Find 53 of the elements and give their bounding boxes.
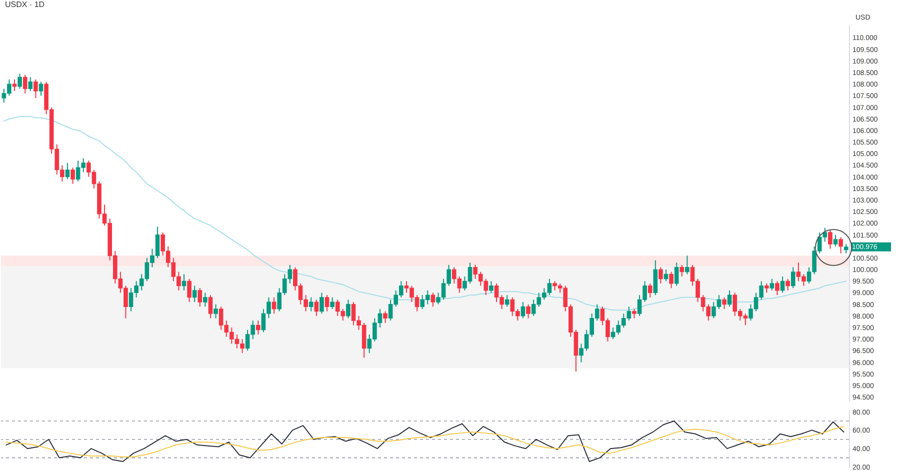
candlestick: [680, 264, 684, 278]
candlestick: [833, 234, 838, 247]
candlestick: [34, 78, 38, 99]
line-series: [6, 420, 844, 462]
candlestick: [214, 304, 218, 319]
candlestick: [430, 292, 436, 308]
candlestick: [330, 296, 334, 310]
candlestick: [775, 280, 780, 296]
candlestick: [198, 288, 202, 308]
candlestick: [790, 266, 796, 289]
candlestick: [764, 282, 769, 294]
candlestick: [722, 296, 726, 310]
candlestick: [520, 302, 526, 319]
candlestick: [182, 274, 186, 291]
candlestick: [489, 280, 494, 294]
candlestick: [38, 81, 44, 96]
candlestick: [780, 276, 785, 294]
candlestick: [187, 278, 192, 303]
candlestick: [844, 244, 848, 254]
candlestick: [653, 260, 658, 296]
candlestick: [256, 320, 260, 335]
candlestick: [669, 271, 674, 289]
candlestick: [346, 299, 350, 319]
candlestick: [770, 278, 774, 291]
candlestick: [12, 78, 17, 92]
candlestick: [320, 292, 324, 314]
candlestick: [685, 255, 690, 275]
candlestick: [504, 294, 510, 308]
candlestick: [664, 269, 668, 282]
candlestick: [308, 296, 314, 312]
chart-title: USDX · 1D: [5, 0, 45, 9]
candlestick: [70, 167, 75, 184]
candlestick: [383, 310, 388, 324]
candlestick: [727, 290, 732, 308]
candlestick: [828, 230, 832, 250]
candlestick: [526, 304, 530, 319]
candlestick: [674, 262, 679, 286]
candlestick: [208, 294, 213, 319]
candlestick: [314, 299, 319, 316]
candlestick: [18, 73, 22, 90]
candlestick: [632, 308, 636, 319]
candlestick: [658, 266, 663, 284]
candlestick: [22, 74, 28, 94]
line-series: [6, 426, 844, 458]
candlestick: [272, 296, 276, 314]
candlestick: [838, 236, 843, 254]
candlestick: [28, 76, 33, 92]
candlestick: [648, 282, 652, 298]
candlestick: [324, 294, 330, 312]
candlestick: [203, 292, 208, 308]
candlestick: [786, 278, 790, 291]
candlestick: [192, 285, 197, 303]
candlestick: [65, 162, 70, 180]
